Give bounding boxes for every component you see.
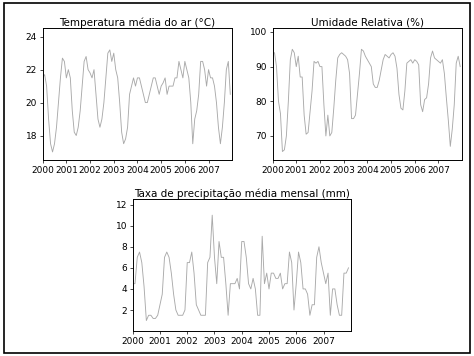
Title: Umidade Relativa (%): Umidade Relativa (%) [311, 18, 424, 28]
Title: Taxa de precipitação média mensal (mm): Taxa de precipitação média mensal (mm) [134, 188, 350, 199]
Title: Temperatura média do ar (°C): Temperatura média do ar (°C) [59, 17, 216, 28]
